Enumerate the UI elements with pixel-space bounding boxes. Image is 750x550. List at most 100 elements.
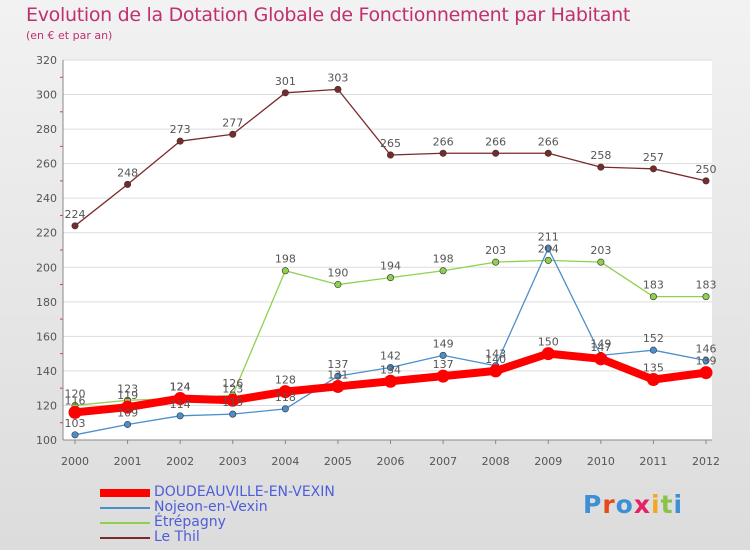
data-point	[281, 89, 289, 97]
data-label: 135	[643, 362, 664, 375]
proxiti-logo: Proxiti	[583, 490, 683, 519]
legend-item: Le Thil	[100, 530, 335, 545]
data-label: 114	[170, 398, 191, 411]
y-tick-label: 240	[36, 192, 57, 205]
data-point	[121, 400, 135, 414]
data-label: 123	[222, 382, 243, 395]
legend-swatch	[100, 521, 150, 524]
data-point	[334, 85, 342, 93]
y-tick-label: 320	[36, 54, 57, 67]
data-label: 137	[327, 358, 348, 371]
x-tick-label: 2001	[114, 455, 142, 468]
data-point	[439, 149, 447, 157]
data-point	[71, 222, 79, 230]
data-label: 203	[485, 244, 506, 257]
data-point	[124, 420, 132, 428]
x-tick-label: 2007	[429, 455, 457, 468]
data-point	[124, 180, 132, 188]
data-point	[702, 293, 710, 301]
data-label: 139	[696, 355, 717, 368]
data-point	[597, 163, 605, 171]
data-label: 123	[117, 382, 138, 395]
y-tick-label: 300	[36, 89, 57, 102]
data-point	[649, 346, 657, 354]
data-label: 126	[222, 377, 243, 390]
data-point	[173, 392, 187, 406]
data-point	[646, 373, 660, 387]
data-point	[334, 281, 342, 289]
data-label: 152	[643, 332, 664, 345]
data-point	[386, 151, 394, 159]
legend-swatch	[100, 506, 150, 509]
data-label: 190	[327, 267, 348, 280]
data-label: 137	[433, 358, 454, 371]
y-tick-label: 260	[36, 158, 57, 171]
data-label: 147	[590, 341, 611, 354]
data-label: 119	[117, 389, 138, 402]
data-point	[71, 431, 79, 439]
legend-label: DOUDEAUVILLE-EN-VEXIN	[154, 484, 335, 500]
data-point	[226, 393, 240, 407]
data-label: 150	[538, 336, 559, 349]
data-label: 116	[65, 394, 86, 407]
data-label: 266	[538, 135, 559, 148]
data-label: 118	[275, 391, 296, 404]
data-point	[281, 267, 289, 275]
y-tick-label: 200	[36, 261, 57, 274]
data-point	[436, 369, 450, 383]
x-tick-label: 2011	[639, 455, 667, 468]
data-label: 183	[696, 279, 717, 292]
data-point	[229, 410, 237, 418]
data-label: 115	[222, 396, 243, 409]
y-tick-label: 280	[36, 123, 57, 136]
x-tick-label: 2000	[61, 455, 89, 468]
data-label: 258	[590, 149, 611, 162]
data-label: 149	[590, 337, 611, 350]
data-point	[489, 364, 503, 378]
data-label: 183	[643, 279, 664, 292]
data-point	[594, 352, 608, 366]
data-label: 194	[380, 260, 401, 273]
data-label: 103	[65, 417, 86, 430]
data-label: 198	[433, 253, 454, 266]
data-point	[176, 137, 184, 145]
logo-letter: o	[615, 490, 634, 519]
data-label: 109	[117, 406, 138, 419]
data-label: 142	[380, 349, 401, 362]
data-label: 248	[117, 166, 138, 179]
data-label: 203	[590, 244, 611, 257]
data-label: 128	[275, 374, 296, 387]
data-point	[702, 177, 710, 185]
logo-letter: i	[651, 490, 661, 519]
y-tick-label: 220	[36, 227, 57, 240]
data-point	[541, 347, 555, 361]
data-label: 273	[170, 123, 191, 136]
y-tick-label: 120	[36, 399, 57, 412]
data-point	[544, 149, 552, 157]
legend-item: DOUDEAUVILLE-EN-VEXIN	[100, 485, 335, 500]
x-tick-label: 2009	[534, 455, 562, 468]
data-point	[699, 366, 713, 380]
data-label: 211	[538, 230, 559, 243]
logo-letter: P	[583, 490, 603, 519]
data-label: 134	[380, 363, 401, 376]
data-point	[229, 130, 237, 138]
legend-swatch	[100, 536, 150, 539]
data-point	[331, 379, 345, 393]
data-label: 131	[327, 368, 348, 381]
legend-label: Le Thil	[154, 529, 200, 545]
data-point	[544, 256, 552, 264]
data-point	[439, 267, 447, 275]
data-point	[386, 363, 394, 371]
x-tick-label: 2004	[271, 455, 299, 468]
legend-swatch	[100, 488, 150, 497]
data-label: 250	[696, 163, 717, 176]
data-label: 198	[275, 253, 296, 266]
data-point	[544, 244, 552, 252]
data-label: 204	[538, 242, 559, 255]
data-point	[68, 405, 82, 419]
data-label: 140	[485, 353, 506, 366]
chart-subtitle: (en € et par an)	[26, 29, 113, 42]
